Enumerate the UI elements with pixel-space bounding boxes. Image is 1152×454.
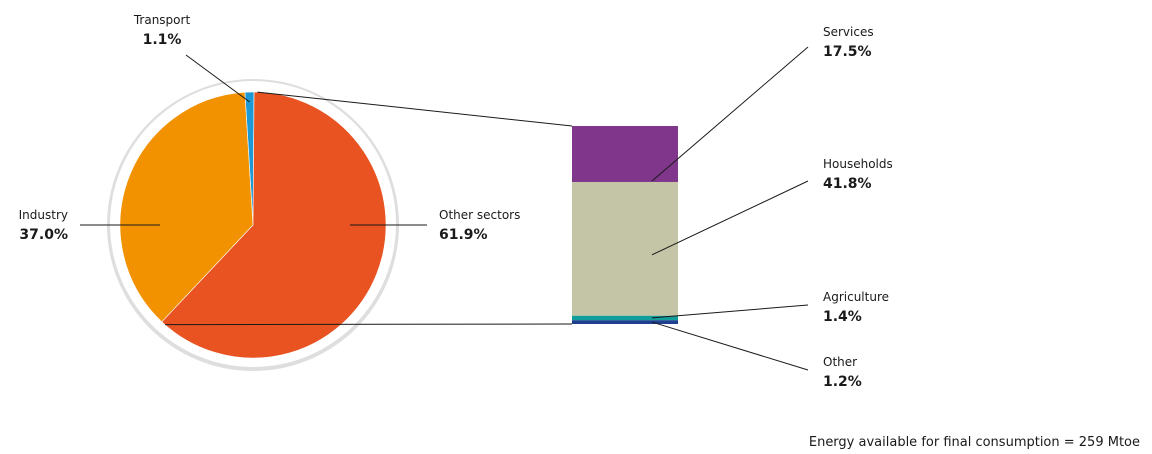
label-other: Other [823,355,857,369]
value-label-households: 41.8% [823,176,872,192]
label-industry: Industry [19,208,68,222]
stacked-bar-chart [164,91,678,326]
label-services: Services [823,25,874,39]
value-label-other: 1.2% [823,374,862,390]
label-other-sectors: Other sectors [439,208,520,222]
footnote: Energy available for final consumption =… [809,435,1140,450]
bar-segment-other [572,320,678,324]
value-label-transport: 1.1% [143,32,182,48]
leader-line-agriculture [651,304,809,319]
value-label-services: 17.5% [823,44,872,60]
bar-segment-agriculture [572,315,678,321]
leader-line-transport [185,54,250,103]
leader-line-households [651,180,809,256]
pie-slice-other-sectors [161,91,387,359]
leader-line-other [651,321,809,371]
leader-line-services [651,46,809,182]
chart-labels: Transport 1.1% Other sectors 61.9% Industry 3… [19,13,893,390]
label-households: Households [823,157,893,171]
value-label-other-sectors: 61.9% [439,227,488,243]
bar-segment-households [572,181,678,316]
value-label-industry: 37.0% [19,227,68,243]
connector-line-top [257,91,573,127]
label-agriculture: Agriculture [823,290,889,304]
bar-segment-services [572,126,678,182]
value-label-agriculture: 1.4% [823,309,862,325]
pie-slice-industry [119,91,254,323]
connector-line-bottom [164,323,573,326]
label-transport: Transport [133,13,191,27]
pie-chart [107,79,399,371]
